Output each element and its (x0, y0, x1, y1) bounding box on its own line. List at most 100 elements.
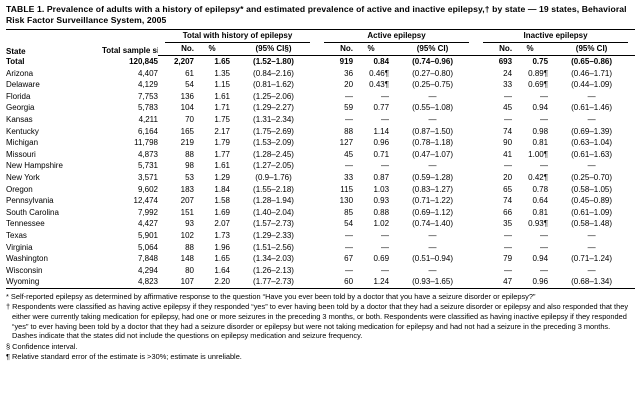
state-cell: Arizona (6, 68, 34, 78)
sample-size-cell: 11,798 (134, 138, 158, 148)
value-cell: 60 (344, 277, 354, 287)
state-cell: South Carolina (6, 207, 59, 217)
sample-size-cell: 4,823 (137, 277, 158, 287)
value-cell: (1.31–2.34) (253, 114, 294, 124)
state-cell: Total (6, 57, 25, 66)
value-cell: 1.24 (373, 277, 390, 287)
value-cell: 0.42¶ (528, 172, 549, 182)
value-cell: 88 (185, 242, 194, 252)
value-cell: — (381, 265, 390, 275)
value-cell: — (504, 161, 513, 171)
col-header-pct: % (512, 43, 549, 56)
value-cell: 41 (503, 149, 513, 159)
value-cell: (0.27–0.80) (412, 68, 453, 78)
value-cell: 0.94 (532, 254, 549, 264)
group-label-active: Active epilepsy (324, 30, 470, 43)
value-cell: (1.55–2.18) (253, 184, 294, 194)
sample-size-cell: 120,845 (129, 57, 158, 66)
col-group-history: Total with history of epilepsy (158, 30, 317, 43)
value-cell: — (540, 114, 549, 124)
value-cell: 1.64 (214, 265, 230, 275)
sub-header-row: No. % (95% CI§) No. % (95% CI) No. % (95… (6, 43, 636, 56)
value-cell: — (587, 91, 596, 101)
table-row: Michigan 11,798 219 1.79 (1.53–2.09) 127 0.96 (… (6, 137, 635, 149)
sample-size-cell: 4,129 (137, 80, 158, 90)
value-cell: 1.69 (214, 207, 230, 217)
value-cell: 148 (180, 254, 194, 264)
value-cell: 33 (344, 172, 354, 182)
value-cell: 0.46¶ (369, 68, 390, 78)
value-cell: 0.89¶ (528, 68, 549, 78)
sample-size-cell: 3,571 (137, 172, 158, 182)
value-cell: 54 (344, 219, 354, 229)
value-cell: (1.53–2.09) (253, 138, 294, 148)
value-cell: — (381, 242, 390, 252)
value-cell: 1.58 (214, 196, 230, 206)
value-cell: 0.43¶ (369, 80, 390, 90)
value-cell: (1.52–1.80) (253, 57, 294, 66)
state-cell: Pennsylvania (6, 196, 54, 206)
sample-size-cell: 4,427 (137, 219, 158, 229)
value-cell: (1.28–2.45) (253, 149, 294, 159)
state-cell: Washington (6, 254, 48, 264)
state-cell: Tennessee (6, 219, 45, 229)
value-cell: — (345, 114, 354, 124)
sample-size-cell: 5,731 (137, 161, 158, 171)
value-cell: (0.51–0.94) (412, 254, 453, 264)
value-cell: 2,207 (173, 57, 194, 66)
value-cell: — (540, 230, 549, 240)
table-row: Wisconsin 4,294 80 1.64 (1.26–2.13) — — — — — — (6, 265, 635, 277)
value-cell: 219 (180, 138, 194, 148)
value-cell: (0.61–1.46) (571, 103, 613, 113)
value-cell: — (504, 230, 513, 240)
state-cell: Kansas (6, 114, 33, 124)
value-cell: 88 (344, 126, 354, 136)
value-cell: (0.69–1.39) (571, 126, 613, 136)
value-cell: — (428, 265, 437, 275)
value-cell: — (381, 91, 390, 101)
sample-size-cell: 4,294 (137, 265, 158, 275)
value-cell: 66 (503, 207, 513, 217)
value-cell: — (428, 161, 437, 171)
value-cell: 1.77 (214, 149, 230, 159)
table-row: New Hampshire 5,731 98 1.61 (1.27–2.05) — — — — —… (6, 160, 635, 172)
state-cell: Delaware (6, 80, 40, 90)
value-cell: 90 (503, 138, 513, 148)
col-header-ci: (95% CI§) (230, 43, 318, 56)
value-cell: — (381, 161, 390, 171)
value-cell: 0.98 (532, 126, 549, 136)
value-cell: (0.46–1.71) (571, 68, 613, 78)
value-cell: 0.75 (532, 57, 549, 66)
value-cell: 47 (503, 277, 513, 287)
value-cell: (0.58–1.48) (571, 219, 613, 229)
table-row: Total 120,845 2,207 1.65 (1.52–1.80) 919 0.84 (… (6, 56, 635, 68)
value-cell: 919 (339, 57, 354, 66)
sample-size-cell: 4,873 (137, 149, 158, 159)
value-cell: 61 (185, 68, 194, 78)
table-title: TABLE 1. Prevalence of adults with a his… (6, 4, 627, 25)
table-body: Total 120,845 2,207 1.65 (1.52–1.80) 919 0.84 (… (6, 56, 635, 289)
value-cell: — (345, 161, 354, 171)
value-cell: (0.81–1.62) (253, 80, 294, 90)
table-row: Texas 5,901 102 1.73 (1.29–2.33) — — — — — — (6, 230, 635, 242)
footnote-rse: ¶ Relative standard error of the estimat… (6, 352, 242, 362)
value-cell: 1.15 (214, 80, 230, 90)
col-header-no: No. (158, 43, 194, 56)
value-cell: (1.57–2.73) (253, 219, 294, 229)
col-header-ci: (95% CI) (389, 43, 477, 56)
value-cell: 1.00¶ (528, 149, 549, 159)
table-row: Florida 7,753 136 1.61 (1.25–2.06) — — — — — — (6, 91, 635, 103)
state-cell: Missouri (6, 149, 36, 159)
value-cell: — (504, 91, 513, 101)
col-header-sample-size: Total sample size (102, 45, 158, 55)
value-cell: 54 (185, 80, 194, 90)
table-row: Oregon 9,602 183 1.84 (1.55–2.18) 115 1.03 (0.8… (6, 184, 635, 196)
col-header-no: No. (476, 43, 513, 56)
value-cell: 1.73 (214, 230, 230, 240)
value-cell: 1.61 (214, 91, 230, 101)
state-cell: Kentucky (6, 126, 39, 136)
state-cell: Michigan (6, 138, 39, 148)
footnote-ci: § Confidence interval. (6, 341, 78, 351)
value-cell: 1.75 (214, 114, 230, 124)
value-cell: — (587, 242, 596, 252)
